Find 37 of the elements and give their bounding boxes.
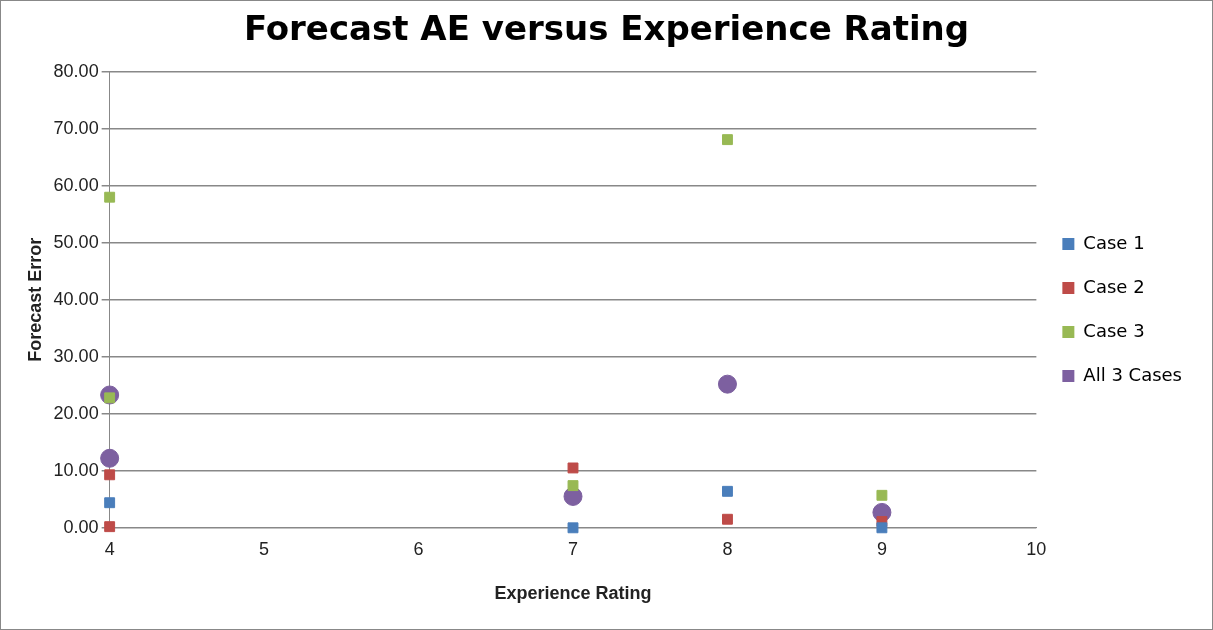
x-tick-label: 9	[876, 538, 887, 559]
x-tick-label: 4	[104, 538, 115, 559]
y-tick-label: 0.00	[63, 516, 99, 537]
x-axis-title: Experience Rating	[494, 583, 652, 604]
y-axis-title: Forecast Error	[24, 237, 45, 362]
point	[104, 521, 116, 533]
point	[876, 489, 888, 501]
x-tick-label: 5	[259, 538, 270, 559]
point	[717, 374, 737, 394]
x-tick-label: 10	[1026, 538, 1047, 559]
y-tick-label: 80.00	[53, 60, 99, 81]
y-tick-label: 10.00	[53, 459, 99, 480]
point	[567, 522, 579, 534]
legend-label: Case 1	[1083, 231, 1145, 253]
legend-label: All 3 Cases	[1083, 363, 1182, 385]
point	[104, 191, 116, 203]
y-tick-label: 40.00	[53, 288, 99, 309]
point	[567, 480, 579, 492]
point	[104, 497, 116, 509]
y-tick-label: 30.00	[53, 345, 99, 366]
y-tick-label: 60.00	[53, 174, 99, 195]
x-tick-label: 6	[413, 538, 424, 559]
point	[722, 134, 733, 146]
x-tick-label: 8	[722, 538, 733, 559]
point	[104, 469, 116, 481]
legend-label: Case 2	[1083, 275, 1145, 297]
legend-label: Case 3	[1083, 319, 1145, 341]
point	[567, 462, 579, 474]
point	[722, 513, 733, 525]
y-tick-label: 20.00	[53, 402, 99, 423]
point	[722, 485, 733, 497]
x-tick-label: 7	[567, 538, 579, 559]
point	[100, 448, 120, 468]
point	[876, 522, 888, 534]
y-tick-label: 50.00	[53, 231, 99, 252]
chart-title: Forecast AE versus Experience Rating	[243, 8, 970, 49]
y-tick-label: 70.00	[53, 117, 99, 138]
